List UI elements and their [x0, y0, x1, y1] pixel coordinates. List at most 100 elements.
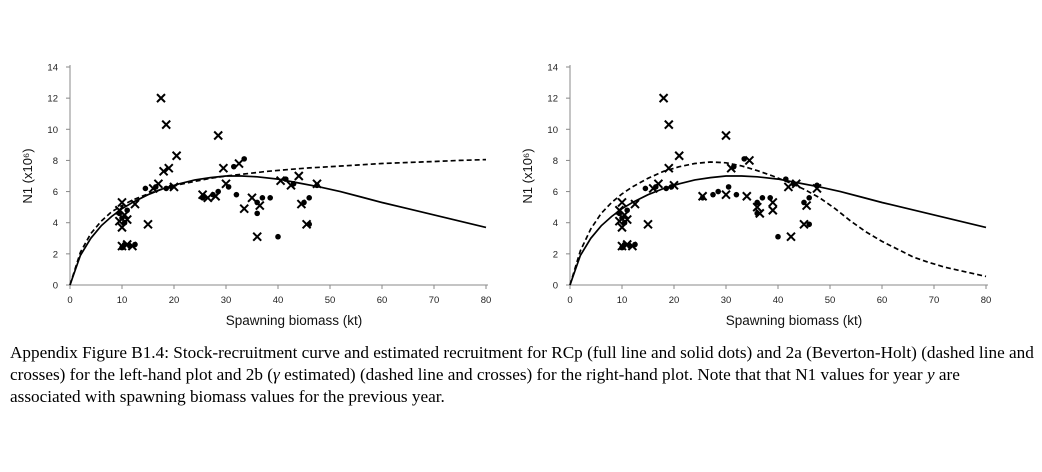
data-point-cross	[664, 163, 674, 173]
y-tick-label: 2	[553, 249, 558, 260]
y-tick-label: 6	[53, 187, 58, 198]
data-point-cross	[617, 241, 627, 251]
data-point-dot	[715, 188, 721, 195]
data-point-cross	[203, 193, 213, 203]
data-point-dot	[663, 185, 669, 192]
x-axis-label: Spawning biomass (kt)	[726, 313, 863, 328]
caption-gamma: γ	[272, 365, 280, 384]
solid-curve-line	[569, 175, 987, 286]
right-chart: 0 10 20 30 40 50 60 70 80 0 2 4 6 8 10 12 14 Spawning bio…	[520, 63, 992, 329]
data-point-cross	[755, 208, 765, 219]
data-point-cross	[622, 214, 632, 225]
solid-curve-line	[69, 175, 487, 286]
data-point-cross	[664, 119, 674, 130]
data-point-dot	[725, 184, 732, 190]
data-point-dot	[806, 221, 812, 228]
data-point-cross	[658, 93, 669, 103]
data-point-cross	[255, 200, 265, 211]
data-point-cross	[127, 241, 138, 251]
data-point-cross	[674, 151, 684, 161]
data-point-cross	[161, 119, 171, 130]
data-point-cross	[130, 199, 140, 209]
data-point-dot	[231, 163, 237, 170]
x-tick-label: 10	[617, 295, 628, 306]
y-tick-label: 12	[547, 94, 558, 105]
data-point-cross	[169, 182, 179, 192]
data-point-dot	[142, 185, 149, 192]
data-point-dot	[306, 195, 313, 201]
x-tick-label: 20	[169, 295, 180, 306]
data-point-cross	[622, 239, 632, 250]
x-tick-label: 70	[429, 295, 440, 306]
x-tick-label: 60	[377, 295, 388, 306]
x-tick-label: 60	[877, 295, 888, 306]
data-point-cross	[721, 189, 731, 200]
data-point-cross	[744, 155, 755, 166]
x-tick-label: 0	[67, 295, 72, 306]
left-chart: 0 10 20 30 40 50 60 70 80 0 2 4 6 8 10 12 14 Spawning bio…	[20, 63, 491, 329]
data-point-cross	[275, 175, 286, 186]
caption-part-2: estimated) (dashed line and crosses) for…	[279, 365, 927, 384]
data-point-cross	[117, 241, 127, 251]
y-tick-label: 4	[553, 218, 558, 229]
data-point-dot	[733, 191, 740, 198]
data-point-dot	[259, 195, 266, 201]
data-point-dot	[783, 176, 789, 182]
y-tick-label: 0	[553, 281, 558, 292]
x-tick-label: 30	[721, 295, 732, 306]
data-point-cross	[812, 183, 822, 194]
x-tick-label: 0	[567, 295, 572, 306]
data-point-cross	[697, 191, 708, 201]
y-tick-label: 14	[47, 63, 58, 74]
data-point-cross	[247, 193, 257, 203]
y-tick-label: 8	[53, 156, 58, 167]
x-tick-label: 70	[929, 295, 940, 306]
x-tick-label: 50	[325, 295, 336, 306]
data-point-cross	[768, 197, 778, 208]
data-point-dot	[163, 185, 169, 192]
x-tick-label: 10	[117, 295, 128, 306]
y-tick-label: 6	[553, 187, 558, 198]
y-tick-label: 12	[47, 94, 58, 105]
data-point-cross	[768, 205, 778, 215]
data-point-cross	[653, 179, 664, 189]
data-point-cross	[721, 130, 731, 141]
data-point-cross	[669, 180, 679, 191]
data-point-cross	[114, 216, 125, 226]
data-point-cross	[117, 197, 127, 208]
x-tick-label: 50	[825, 295, 836, 306]
data-point-cross	[630, 199, 640, 209]
data-point-cross	[294, 171, 304, 181]
data-point-cross	[153, 179, 164, 189]
x-axis-label: Spawning biomass (kt)	[226, 313, 363, 328]
data-point-cross	[252, 232, 262, 242]
x-tick-label: 80	[981, 295, 992, 306]
data-point-cross	[122, 239, 132, 250]
y-tick-label: 14	[547, 63, 558, 74]
data-point-dot	[275, 233, 281, 240]
data-point-cross	[742, 191, 752, 201]
y-tick-label: 2	[53, 249, 58, 260]
data-point-cross	[783, 182, 794, 192]
data-point-dot	[233, 191, 240, 198]
data-point-dot	[642, 185, 649, 192]
caption-y-variable: y	[926, 365, 935, 384]
caption-part-1: Appendix Figure B1.4: Stock-recruitment …	[10, 343, 1034, 384]
data-point-cross	[234, 158, 244, 169]
y-tick-label: 8	[553, 156, 558, 167]
data-point-dot	[775, 233, 781, 240]
y-tick-label: 10	[47, 125, 58, 136]
data-point-cross	[752, 202, 762, 212]
dashed-curve-line	[69, 158, 487, 286]
data-point-cross	[213, 130, 223, 141]
data-point-dot	[710, 191, 716, 198]
data-point-cross	[143, 219, 153, 229]
data-point-cross	[210, 191, 221, 201]
data-point-cross	[156, 93, 166, 103]
data-point-dot	[806, 195, 812, 201]
data-point-cross	[171, 151, 182, 161]
data-point-cross	[164, 163, 174, 173]
dashed-curve-line	[569, 161, 987, 286]
data-point-cross	[296, 199, 307, 209]
data-point-cross	[158, 166, 169, 177]
